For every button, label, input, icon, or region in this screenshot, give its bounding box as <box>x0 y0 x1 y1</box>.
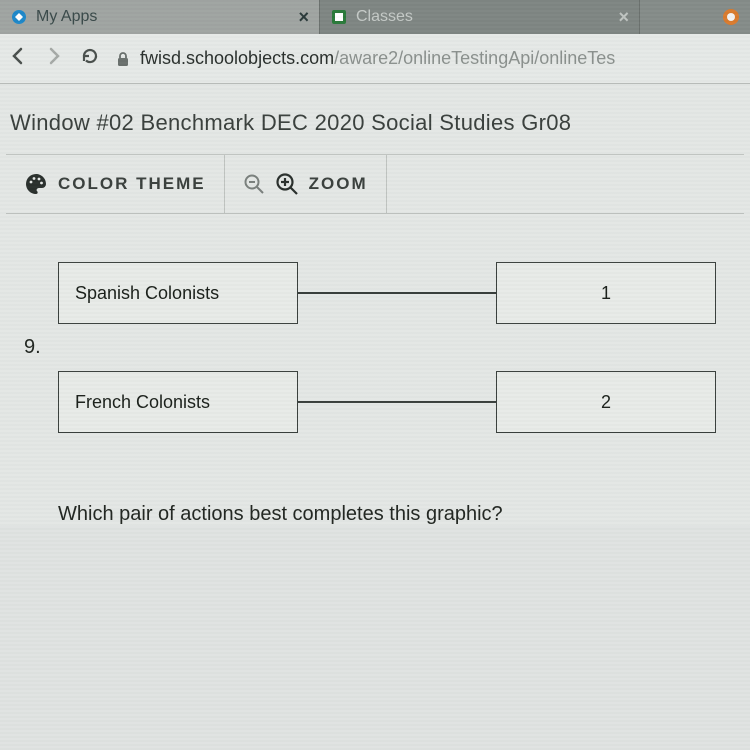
zoom-in-icon[interactable] <box>275 172 299 196</box>
diagram-row: French Colonists 2 <box>58 371 716 433</box>
forward-button[interactable] <box>44 46 64 72</box>
toolbar-separator <box>386 155 387 213</box>
question-row: French Colonists 2 <box>24 371 716 467</box>
diagram-box-right: 2 <box>496 371 716 433</box>
zoom-group: ZOOM <box>225 155 386 213</box>
browser-tab[interactable]: Classes × <box>320 0 640 34</box>
address-bar[interactable]: fwisd.schoolobjects.com/aware2/onlineTes… <box>116 40 742 78</box>
page-title: Window #02 Benchmark DEC 2020 Social Stu… <box>6 100 744 154</box>
question-number <box>24 408 58 431</box>
diagram-row: Spanish Colonists 1 <box>58 262 716 324</box>
browser-tab[interactable]: My Apps × <box>0 0 320 34</box>
browser-tab-bar: My Apps × Classes × <box>0 0 750 34</box>
url-host: fwisd.schoolobjects.com <box>140 48 334 68</box>
diagram-connector <box>298 401 496 403</box>
extension-icon[interactable] <box>720 6 742 28</box>
question-area: Spanish Colonists 1 9. French Colonists … <box>6 214 744 526</box>
url-path: /aware2/onlineTestingApi/onlineTes <box>334 48 615 68</box>
test-toolbar: COLOR THEME ZOOM <box>6 154 744 214</box>
question-diagram: Spanish Colonists 1 <box>58 262 716 358</box>
close-icon[interactable]: × <box>298 7 309 28</box>
tab-title: Classes <box>356 8 413 26</box>
diagram-connector <box>298 292 496 294</box>
tab-favicon-icon <box>330 8 348 26</box>
url-text: fwisd.schoolobjects.com/aware2/onlineTes… <box>140 48 615 69</box>
zoom-out-icon[interactable] <box>243 173 265 195</box>
zoom-label: ZOOM <box>309 174 368 194</box>
question-row: Spanish Colonists 1 <box>24 262 716 358</box>
lock-icon <box>116 51 130 67</box>
color-theme-label: COLOR THEME <box>58 174 206 194</box>
question-diagram: French Colonists 2 <box>58 371 716 467</box>
diagram-box-right: 1 <box>496 262 716 324</box>
page-content: Window #02 Benchmark DEC 2020 Social Stu… <box>0 84 750 526</box>
back-button[interactable] <box>8 46 28 72</box>
browser-nav-bar: fwisd.schoolobjects.com/aware2/onlineTes… <box>0 34 750 84</box>
question-number: 9. <box>24 336 58 359</box>
question-prompt: Which pair of actions best completes thi… <box>58 503 716 526</box>
close-icon[interactable]: × <box>618 7 629 28</box>
diagram-box-left: Spanish Colonists <box>58 262 298 324</box>
color-theme-button[interactable]: COLOR THEME <box>6 155 224 213</box>
palette-icon <box>24 172 48 196</box>
reload-button[interactable] <box>80 46 100 72</box>
question-number <box>24 299 58 322</box>
tab-title: My Apps <box>36 8 97 26</box>
diagram-box-left: French Colonists <box>58 371 298 433</box>
tab-bar-end <box>640 0 750 34</box>
tab-favicon-icon <box>10 8 28 26</box>
